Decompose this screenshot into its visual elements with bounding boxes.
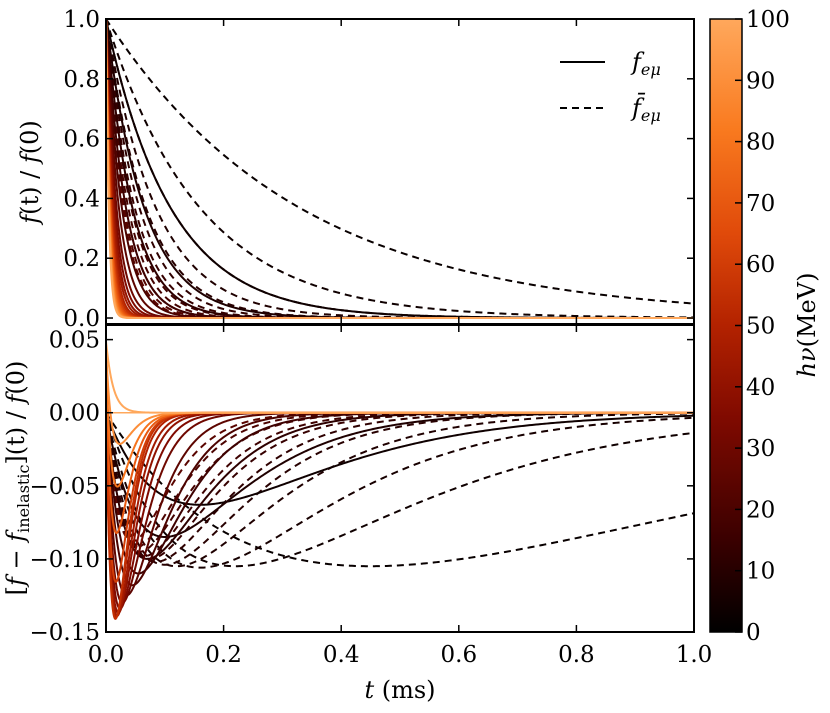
bottom-series-line	[106, 412, 694, 569]
colorbar-label: hν(MeV)	[793, 273, 821, 378]
bottom-series-line	[106, 411, 694, 553]
top-series-line	[106, 19, 694, 320]
y-tick-label: 0.6	[63, 127, 100, 153]
top-series-line	[106, 19, 694, 320]
bottom-series-line	[106, 348, 694, 445]
top-series-line	[106, 19, 694, 320]
x-axis-ticks: 0.0 0.2 0.4 0.6 0.8 1.0	[88, 19, 713, 668]
top-panel-frame	[105, 18, 695, 325]
legend: feμ f̄eμ	[560, 48, 661, 125]
top-series-line	[106, 19, 694, 320]
colorbar-tick-label: 0	[746, 620, 761, 646]
top-series-line	[106, 19, 694, 320]
bottom-y-axis-label: [f − finelastic](t) / f(0)	[2, 361, 33, 596]
colorbar-tick-label: 90	[746, 68, 775, 94]
top-series-line	[106, 19, 694, 305]
legend-label-fbar-emu: f̄eμ	[630, 93, 661, 125]
top-panel-ticks: 0.0 0.2 0.4 0.6 0.8 1.0	[63, 7, 694, 332]
y-tick-label: −0.10	[30, 547, 100, 573]
top-series-line	[106, 19, 694, 320]
top-series-line	[106, 19, 694, 320]
top-series-line	[106, 19, 694, 320]
x-tick-label: 0.0	[88, 642, 125, 668]
top-series-line	[106, 19, 694, 319]
colorbar-ticks: 0 10 20 30 40 50 60 70 80 90 100	[735, 7, 790, 646]
colorbar-tick-label: 10	[746, 559, 775, 585]
top-series-line	[106, 19, 694, 319]
bottom-series-line	[106, 411, 694, 620]
colorbar-tick-label: 60	[746, 252, 775, 278]
y-tick-label: 1.0	[63, 7, 100, 33]
bottom-series-line	[106, 340, 694, 414]
bottom-series-line	[106, 368, 694, 534]
top-series-line	[106, 19, 694, 320]
x-tick-label: 0.8	[558, 642, 595, 668]
x-tick-label: 0.2	[205, 642, 242, 668]
x-tick-label: 0.4	[323, 642, 360, 668]
top-series-line	[106, 19, 694, 320]
top-panel-curves	[106, 19, 694, 320]
bottom-series-line	[106, 411, 694, 566]
y-tick-label: −0.15	[30, 620, 100, 646]
y-tick-label: −0.05	[30, 474, 100, 500]
bottom-panel-curves	[106, 340, 694, 620]
bottom-series-line	[106, 412, 694, 568]
top-series-line	[106, 19, 694, 320]
bottom-series-line	[106, 411, 694, 587]
colorbar-tick-label: 30	[746, 436, 775, 462]
y-tick-label: 0.2	[63, 246, 100, 272]
bottom-series-line	[106, 411, 694, 538]
top-series-line	[106, 19, 694, 320]
bottom-series-line	[106, 412, 694, 568]
colorbar-tick-label: 20	[746, 497, 775, 523]
top-series-line	[106, 19, 694, 320]
colorbar-tick-label: 100	[746, 7, 790, 33]
x-tick-label: 1.0	[676, 642, 713, 668]
y-tick-label: 0.05	[49, 328, 100, 354]
top-y-axis-label: f(t) / f(0)	[16, 120, 44, 226]
top-series-line	[106, 19, 694, 319]
top-series-line	[106, 19, 694, 320]
top-series-line	[106, 19, 694, 320]
x-axis-label: t (ms)	[364, 676, 435, 704]
top-series-line	[106, 19, 694, 320]
colorbar-tick-label: 70	[746, 191, 775, 217]
top-series-line	[106, 19, 694, 320]
top-series-line	[106, 19, 694, 320]
bottom-panel-ticks: −0.15 −0.10 −0.05 0.00 0.05	[30, 328, 694, 646]
y-tick-label: 0.4	[63, 186, 100, 212]
y-tick-label: 0.00	[49, 401, 100, 427]
top-series-line	[106, 19, 694, 320]
top-series-line	[106, 19, 694, 320]
bottom-series-line	[106, 411, 694, 575]
top-series-line	[106, 19, 694, 320]
y-tick-label: 0.0	[63, 306, 100, 332]
colorbar-tick-label: 80	[746, 130, 775, 156]
colorbar-tick-label: 50	[746, 314, 775, 340]
y-tick-label: 0.8	[63, 67, 100, 93]
top-series-line	[106, 19, 694, 320]
top-series-line	[106, 19, 694, 320]
bottom-panel-frame	[105, 324, 695, 633]
legend-label-f-emu: feμ	[630, 48, 661, 79]
top-series-line	[106, 19, 694, 320]
bottom-series-line	[106, 411, 694, 543]
bottom-series-line	[106, 411, 694, 549]
top-series-line	[106, 19, 694, 320]
x-tick-label: 0.6	[441, 642, 478, 668]
bottom-series-line	[106, 411, 694, 557]
top-series-line	[106, 19, 694, 320]
colorbar-tick-label: 40	[746, 375, 775, 401]
top-series-line	[106, 19, 694, 320]
top-series-line	[106, 19, 694, 320]
top-series-line	[106, 19, 694, 320]
